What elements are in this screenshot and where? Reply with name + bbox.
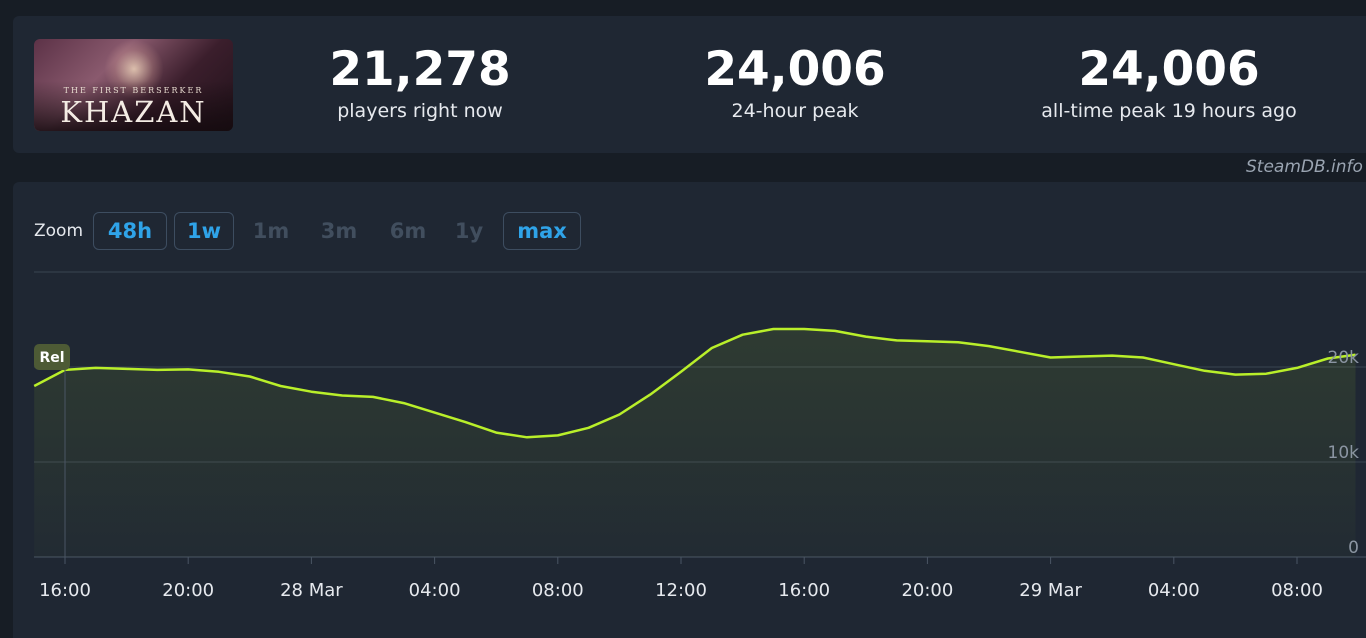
- y-tick-label: 10k: [1328, 443, 1360, 463]
- x-axis: 16:00 20:00 28 Mar 04:00 08:00 12:00 16:00 20:0…: [39, 557, 1323, 601]
- data-point: [711, 347, 713, 349]
- zoom-max-button[interactable]: max: [503, 212, 581, 250]
- x-tick-label: 12:00: [655, 580, 707, 601]
- data-point: [1080, 355, 1082, 357]
- data-point: [310, 391, 312, 393]
- data-point: [249, 375, 251, 377]
- stat-current-players: 21,278 players right now: [290, 42, 550, 124]
- data-point: [403, 402, 405, 404]
- x-tick-label: 16:00: [39, 580, 91, 601]
- series-area-fill: [34, 329, 1356, 557]
- x-tick-label: 29 Mar: [1019, 580, 1082, 601]
- x-tick-label: 04:00: [1148, 580, 1200, 601]
- data-point: [1142, 356, 1144, 358]
- release-badge-label: Rel: [39, 350, 64, 366]
- current-players-value: 21,278: [329, 42, 511, 97]
- all-time-peak-label: all-time peak 19 hours ago: [1041, 100, 1297, 122]
- x-tick-label: 08:00: [1271, 580, 1323, 601]
- data-point: [926, 340, 928, 342]
- zoom-48h-button[interactable]: 48h: [93, 212, 167, 250]
- logo-shade: [34, 81, 233, 131]
- release-badge: [34, 344, 70, 370]
- x-tick-label: 20:00: [901, 580, 953, 601]
- logo-subtitle: THE FIRST BERSERKER: [63, 86, 204, 95]
- data-point: [1203, 370, 1205, 372]
- game-logo[interactable]: THE FIRST BERSERKER KHAZAN: [34, 39, 233, 131]
- data-point: [187, 368, 189, 370]
- annotations: Rel: [34, 344, 70, 557]
- data-point: [279, 385, 281, 387]
- stat-all-time-peak: 24,006 all-time peak 19 hours ago: [1009, 42, 1329, 124]
- zoom-3m-button[interactable]: 3m: [320, 219, 358, 243]
- all-time-peak-value: 24,006: [1078, 42, 1260, 97]
- data-point: [803, 328, 805, 330]
- current-players-label: players right now: [337, 100, 503, 122]
- zoom-1m-button[interactable]: 1m: [252, 219, 290, 243]
- data-point: [1049, 356, 1051, 358]
- x-tick-label: 08:00: [532, 580, 584, 601]
- data-point: [1111, 354, 1113, 356]
- data-point: [156, 369, 158, 371]
- data-point: [587, 427, 589, 429]
- data-point: [557, 434, 559, 436]
- data-point: [526, 436, 528, 438]
- data-point: [464, 421, 466, 423]
- x-tick-label: 20:00: [162, 580, 214, 601]
- 24h-peak-value: 24,006: [704, 42, 886, 97]
- logo-title: KHAZAN: [60, 95, 207, 129]
- data-point: [741, 334, 743, 336]
- data-point: [865, 335, 867, 337]
- data-point: [1234, 373, 1236, 375]
- y-tick-label: 20k: [1328, 348, 1360, 368]
- data-point: [618, 413, 620, 415]
- stats-panel: THE FIRST BERSERKER KHAZAN 21,278 player…: [13, 16, 1366, 153]
- stat-24h-peak: 24,006 24-hour peak: [665, 42, 925, 124]
- data-point: [1019, 351, 1021, 353]
- data-point: [680, 371, 682, 373]
- series-area: [33, 327, 1356, 557]
- data-point: [772, 328, 774, 330]
- y-tick-label: 0: [1348, 538, 1359, 558]
- zoom-1y-button[interactable]: 1y: [454, 219, 484, 243]
- chart-panel: Zoom 48h 1w 1m 3m 6m 1y max 16:00 20:00 28…: [13, 182, 1366, 638]
- x-tick-label: 16:00: [778, 580, 830, 601]
- data-point: [433, 411, 435, 413]
- data-point: [895, 339, 897, 341]
- data-point: [218, 371, 220, 373]
- y-axis-labels: 0 10k 20k: [1328, 348, 1360, 558]
- data-point: [95, 367, 97, 369]
- data-point: [372, 396, 374, 398]
- data-point: [495, 431, 497, 433]
- data-point: [988, 345, 990, 347]
- data-point: [957, 341, 959, 343]
- steamdb-credit[interactable]: SteamDB.info: [1246, 157, 1363, 177]
- data-point: [341, 394, 343, 396]
- zoom-6m-button[interactable]: 6m: [389, 219, 427, 243]
- data-point: [649, 393, 651, 395]
- data-point: [1265, 372, 1267, 374]
- data-point: [1173, 363, 1175, 365]
- 24h-peak-label: 24-hour peak: [731, 100, 859, 122]
- zoom-1w-button[interactable]: 1w: [174, 212, 234, 250]
- zoom-label: Zoom: [34, 221, 84, 241]
- data-point: [33, 385, 35, 387]
- x-tick-label: 28 Mar: [280, 580, 343, 601]
- player-count-chart[interactable]: 16:00 20:00 28 Mar 04:00 08:00 12:00 16:00 20:0…: [13, 182, 1366, 638]
- data-point: [125, 368, 127, 370]
- data-point: [1296, 367, 1298, 369]
- x-tick-label: 04:00: [409, 580, 461, 601]
- series-line: [33, 327, 1356, 439]
- data-point: [834, 330, 836, 332]
